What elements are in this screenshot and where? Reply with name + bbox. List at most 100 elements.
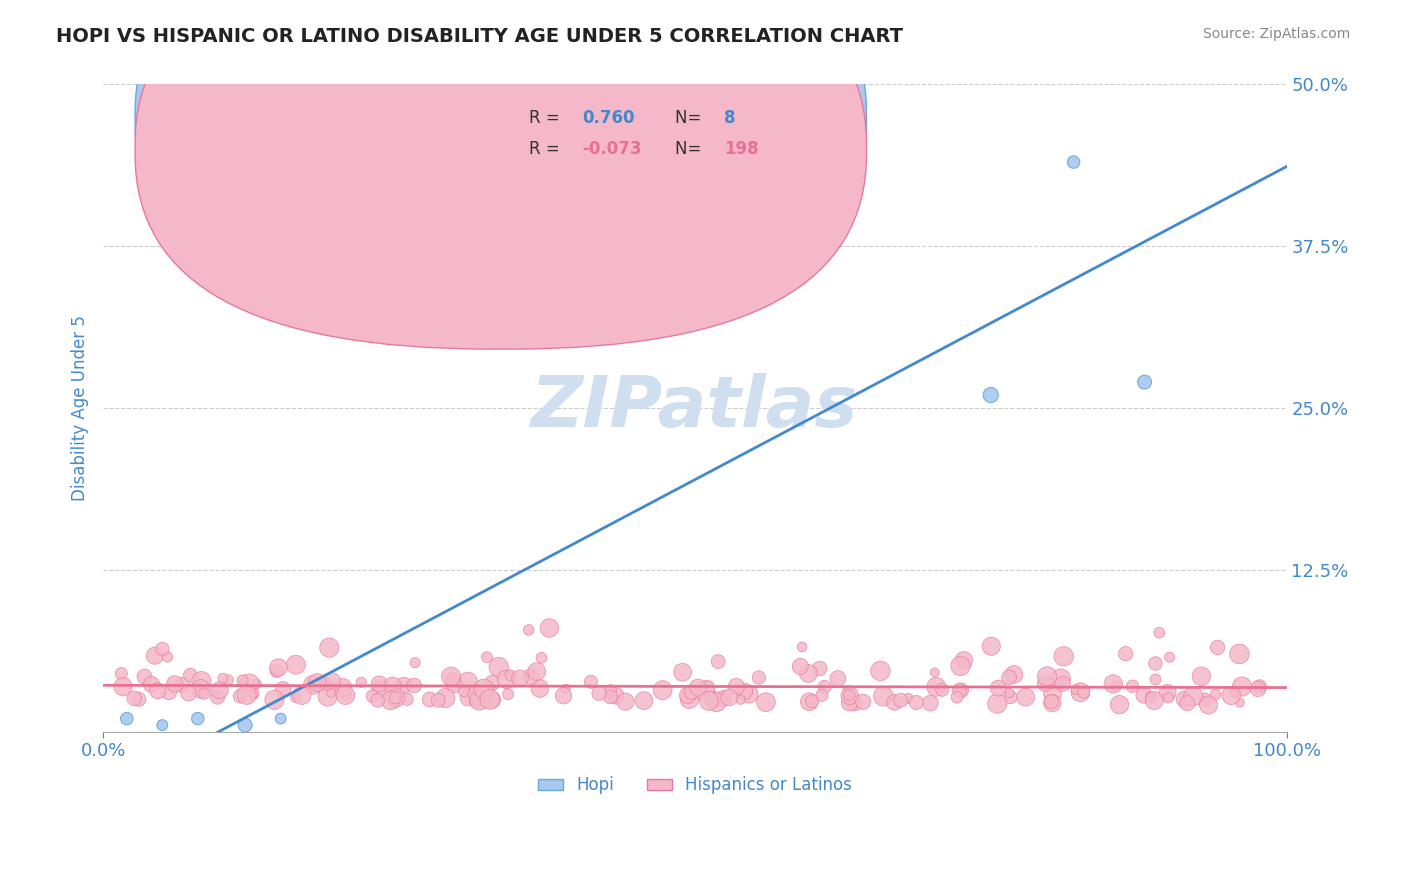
Point	[676, 689, 699, 703]
Point	[588, 686, 610, 700]
Point	[748, 671, 770, 685]
Point	[1194, 693, 1216, 707]
Point	[335, 688, 357, 702]
FancyBboxPatch shape	[135, 0, 866, 318]
Point	[156, 649, 179, 664]
Point	[986, 697, 1008, 711]
Point	[1142, 690, 1164, 705]
Point	[1052, 677, 1074, 691]
Point	[924, 665, 946, 680]
Point	[381, 679, 404, 693]
Point	[207, 690, 229, 704]
Point	[789, 659, 811, 673]
Point	[852, 695, 875, 709]
Text: N=: N=	[675, 140, 706, 158]
Point	[478, 692, 501, 706]
Point	[517, 623, 540, 637]
Point	[1033, 676, 1056, 690]
Point	[872, 690, 894, 704]
Text: HOPI VS HISPANIC OR LATINO DISABILITY AGE UNDER 5 CORRELATION CHART: HOPI VS HISPANIC OR LATINO DISABILITY AG…	[56, 27, 903, 45]
Point	[700, 691, 723, 706]
Point	[141, 677, 163, 691]
Point	[1143, 693, 1166, 707]
Point	[1073, 685, 1095, 699]
Point	[475, 650, 498, 665]
Point	[526, 665, 548, 679]
Point	[949, 659, 972, 673]
Point	[495, 673, 517, 687]
Point	[245, 677, 267, 691]
Point	[291, 689, 314, 703]
Point	[1182, 689, 1205, 703]
Point	[599, 690, 621, 704]
Point	[925, 680, 948, 694]
Point	[157, 685, 180, 699]
Point	[797, 666, 820, 681]
Point	[1173, 692, 1195, 706]
Point	[1198, 698, 1220, 712]
Point	[284, 690, 307, 705]
Point	[150, 718, 173, 732]
Point	[212, 671, 235, 685]
Point	[427, 693, 450, 707]
Point	[519, 670, 541, 684]
Point	[905, 696, 928, 710]
Point	[115, 712, 138, 726]
Point	[380, 693, 402, 707]
Point	[844, 696, 866, 710]
Text: R =: R =	[529, 140, 565, 158]
Point	[1206, 640, 1229, 655]
Point	[307, 675, 329, 690]
Point	[1108, 698, 1130, 712]
Point	[284, 657, 307, 672]
Text: -0.073: -0.073	[582, 140, 643, 158]
Point	[368, 682, 391, 697]
Point	[499, 668, 522, 682]
Point	[738, 687, 761, 701]
Point	[920, 696, 942, 710]
Point	[1036, 669, 1059, 683]
Point	[243, 686, 266, 700]
Point	[1115, 647, 1137, 661]
Point	[897, 691, 920, 706]
Point	[453, 684, 475, 698]
Point	[837, 683, 859, 698]
Point	[1000, 690, 1022, 705]
Point	[946, 690, 969, 705]
Point	[242, 688, 264, 702]
Point	[1223, 685, 1246, 699]
Point	[128, 692, 150, 706]
Point	[233, 718, 256, 732]
Point	[948, 683, 970, 698]
Point	[368, 677, 391, 691]
Point	[301, 678, 323, 692]
Point	[267, 660, 290, 674]
Point	[1063, 155, 1085, 169]
Point	[1105, 679, 1128, 693]
Point	[457, 674, 479, 689]
Point	[465, 694, 488, 708]
Point	[950, 683, 973, 698]
Point	[1204, 688, 1226, 702]
Point	[1220, 689, 1243, 703]
Point	[813, 680, 835, 694]
Point	[404, 678, 426, 692]
Point	[392, 678, 415, 692]
Point	[112, 680, 135, 694]
Point	[330, 681, 353, 695]
Point	[811, 688, 834, 702]
Point	[718, 690, 741, 705]
Point	[1249, 680, 1271, 694]
Point	[633, 693, 655, 707]
Point	[361, 690, 384, 704]
Point	[678, 692, 700, 706]
Point	[579, 674, 602, 689]
Point	[146, 683, 169, 698]
Point	[496, 687, 519, 701]
Point	[1121, 679, 1143, 693]
Point	[614, 695, 637, 709]
Text: R =: R =	[529, 109, 565, 127]
Point	[987, 681, 1010, 695]
Point	[883, 695, 905, 709]
Point	[1156, 686, 1178, 700]
